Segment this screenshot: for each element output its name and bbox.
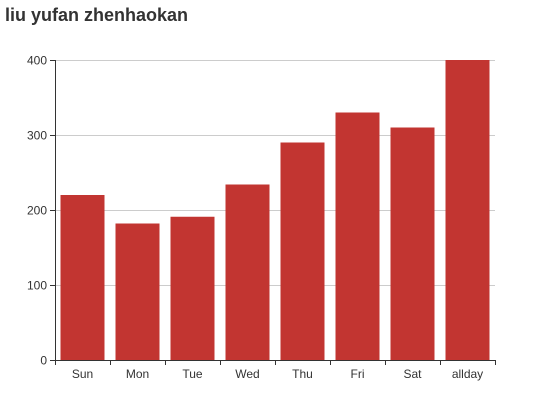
- bar: [225, 184, 270, 360]
- bar: [335, 112, 380, 360]
- bar: [280, 142, 325, 360]
- bars: [60, 60, 490, 360]
- x-tick-label: Wed: [235, 367, 259, 381]
- chart-title: liu yufan zhenhaokan: [5, 5, 189, 25]
- bar: [170, 216, 215, 360]
- x-tick-label: Tue: [182, 367, 203, 381]
- x-tick-label: allday: [452, 367, 483, 381]
- x-tick-label: Fri: [351, 367, 365, 381]
- x-tick-label: Thu: [292, 367, 313, 381]
- y-tick-label: 0: [40, 354, 47, 368]
- x-tick-label: Sun: [72, 367, 93, 381]
- bar: [115, 223, 160, 360]
- bar: [60, 195, 105, 360]
- y-tick-label: 100: [27, 279, 47, 293]
- x-tick-label: Sat: [403, 367, 422, 381]
- bar: [390, 127, 435, 360]
- y-tick-label: 200: [27, 204, 47, 218]
- x-tick-label: Mon: [126, 367, 149, 381]
- bar: [445, 60, 490, 360]
- y-tick-label: 300: [27, 129, 47, 143]
- y-tick-label: 400: [27, 54, 47, 68]
- tick-labels: 0 100 200 300 400 Sun Mon Tue Wed Thu Fri Sat allday: [27, 54, 483, 382]
- axes: [50, 60, 496, 365]
